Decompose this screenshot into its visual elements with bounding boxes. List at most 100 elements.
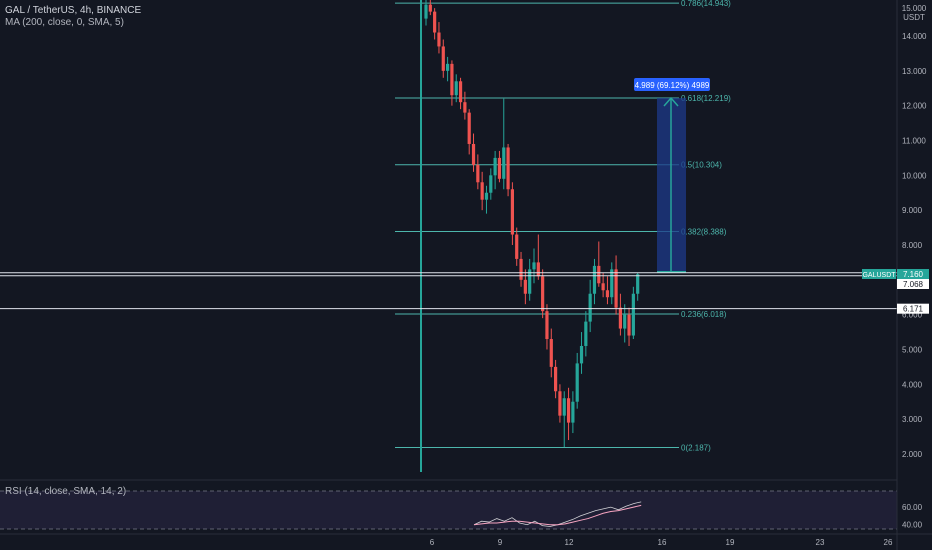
measure-label: 4.989 (69.12%) 4989: [635, 81, 710, 90]
candle: [467, 109, 471, 155]
candle-body: [506, 147, 510, 190]
candle-body: [489, 175, 493, 193]
measure-label-box: [634, 78, 710, 91]
candle-body: [579, 345, 584, 364]
candle: [523, 269, 527, 305]
candle-body: [502, 147, 506, 179]
candle: [592, 258, 597, 305]
candle-body: [592, 265, 597, 294]
fibonacci-retracement[interactable]: 0.786(14.943) 0.618(12.219) 0.5(10.304) 0.3…: [395, 0, 731, 452]
price-tick-label: 13.000: [902, 67, 927, 76]
candle-body: [610, 269, 614, 298]
rsi-legend[interactable]: RSI (14, close, SMA, 14, 2): [5, 486, 126, 498]
candle: [623, 304, 627, 343]
candle: [502, 98, 506, 190]
unit-label: USDT: [903, 13, 925, 22]
candle-body: [566, 398, 571, 423]
candle: [476, 154, 480, 190]
candle-body: [558, 391, 562, 416]
candle: [558, 384, 562, 423]
candle: [450, 60, 454, 106]
symbol-badge: [862, 269, 896, 279]
candle-body: [493, 157, 497, 176]
fib-level-label: 0.618(12.219): [681, 94, 731, 103]
time-tick-label: 26: [884, 538, 893, 547]
rsi-tick-label: 60.00: [902, 503, 923, 512]
symbol-legend[interactable]: GAL / TetherUS, 4h, BINANCE: [5, 5, 141, 17]
rsi-pane[interactable]: [0, 479, 897, 530]
candle-body: [623, 314, 627, 329]
candle: [424, 0, 428, 26]
candles: [424, 0, 640, 447]
fib-level-label: 0.382(8.388): [681, 227, 727, 236]
candle: [489, 168, 493, 200]
candle: [549, 328, 553, 378]
fib-level-label: 0.786(14.943): [681, 0, 731, 8]
price-axis-top-label: 15.000: [901, 4, 927, 13]
candle: [532, 248, 536, 284]
candle-body: [605, 290, 610, 298]
candle-body: [627, 314, 631, 336]
candle: [506, 143, 510, 197]
horizontal-lines[interactable]: [0, 272, 897, 310]
support-level-value: 6.171: [903, 305, 924, 314]
candle-body: [614, 269, 618, 308]
symbol-title: GAL / TetherUS, 4h, BINANCE: [5, 5, 142, 16]
candle-body: [441, 46, 445, 71]
candle: [519, 251, 523, 287]
candle-body: [510, 189, 514, 235]
time-axis[interactable]: 6 9 12 16 19 23 26: [0, 533, 932, 547]
candle: [554, 359, 558, 399]
candle: [454, 74, 458, 103]
candle: [428, 0, 432, 16]
rsi-ma-line: [473, 504, 642, 526]
candle-body: [450, 63, 454, 96]
candle: [579, 332, 584, 374]
ma-legend[interactable]: MA (200, close, 0, SMA, 5): [5, 17, 124, 29]
support-level-badge: [897, 303, 929, 314]
fib-level-label: 0(2.187): [681, 443, 711, 452]
candle-body: [458, 81, 463, 103]
time-tick-label: 16: [658, 538, 667, 547]
currency-unit-label: 15.000 USDT: [899, 4, 929, 22]
candle: [575, 352, 579, 409]
price-range-measure[interactable]: 4.989 (69.12%) 4989: [634, 78, 710, 273]
price-tick-label: 3.000: [902, 415, 923, 424]
candle: [441, 39, 445, 78]
candle-body: [433, 11, 437, 33]
candle: [433, 8, 437, 40]
candle-body: [463, 102, 467, 113]
candle: [528, 258, 532, 301]
candle: [463, 91, 467, 120]
candle: [562, 391, 566, 447]
price-level-value: 7.068: [903, 280, 924, 289]
candle-body: [631, 293, 635, 336]
candle-body: [519, 258, 523, 280]
candle: [588, 279, 592, 333]
ma-indicator-label: MA (200, close, 0, SMA, 5): [5, 17, 124, 28]
candle: [601, 272, 605, 298]
rsi-tick-label: 40.00: [902, 521, 923, 530]
candle-body: [471, 143, 476, 165]
candle: [631, 286, 635, 340]
candle-body: [597, 265, 601, 284]
candle: [636, 272, 640, 301]
price-tick-label: 12.000: [902, 102, 927, 111]
price-tick-label: 5.000: [902, 345, 923, 354]
candle-body: [636, 274, 640, 294]
candle-body: [446, 63, 450, 71]
candle-body: [575, 363, 579, 402]
candle: [610, 262, 614, 305]
candle-body: [541, 276, 545, 312]
candle-body: [584, 321, 588, 346]
price-level-badge: [897, 279, 929, 289]
candle-body: [515, 234, 519, 259]
candle-body: [545, 311, 549, 340]
candle: [484, 185, 489, 214]
candle: [541, 269, 545, 319]
price-tick-label: 6.000: [902, 311, 923, 320]
rsi-indicator-label: RSI (14, close, SMA, 14, 2): [5, 486, 127, 497]
candle-body: [523, 279, 527, 294]
candle-body: [480, 182, 484, 200]
